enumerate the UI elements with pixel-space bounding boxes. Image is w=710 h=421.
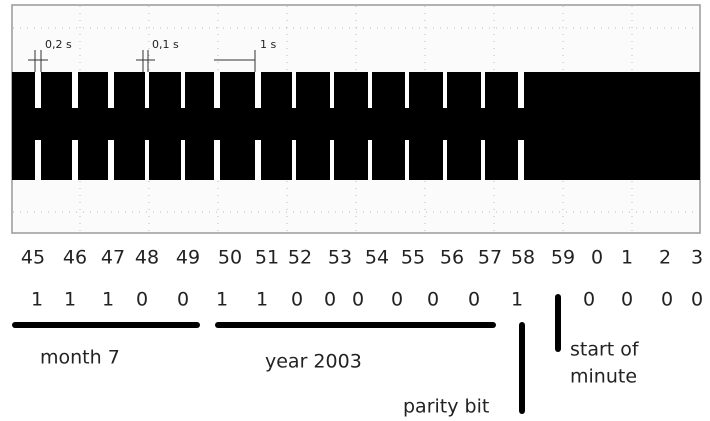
second-label: 57	[478, 247, 502, 269]
bit-label: 0	[291, 289, 303, 311]
gap	[108, 140, 114, 180]
gap	[405, 72, 409, 108]
gap	[405, 140, 409, 180]
gap	[518, 140, 524, 180]
gap	[292, 72, 296, 108]
gap	[443, 72, 447, 108]
second-label: 59	[551, 247, 575, 269]
year-label: year 2003	[265, 351, 362, 373]
minute-bar	[555, 294, 561, 352]
bit-label: 0	[427, 289, 439, 311]
bit-label: 1	[256, 289, 268, 311]
gap	[255, 72, 261, 108]
second-label: 45	[21, 247, 45, 269]
second-label: 58	[511, 247, 535, 269]
signal-band	[12, 72, 700, 180]
parity-label: parity bit	[403, 396, 489, 418]
second-label: 54	[365, 247, 389, 269]
diagram: 0,2 s 0,1 s 1 s 45 46 47 48 49 50 51 52 53 54 55 56…	[0, 0, 710, 421]
second-label: 50	[218, 247, 242, 269]
bit-label: 1	[64, 289, 76, 311]
gap	[214, 140, 220, 180]
second-label: 2	[659, 247, 671, 269]
bit-label: 0	[136, 289, 148, 311]
bit-label: 0	[352, 289, 364, 311]
second-label: 0	[591, 247, 603, 269]
bit-label: 0	[391, 289, 403, 311]
bit-label: 0	[583, 289, 595, 311]
gap	[145, 140, 149, 180]
oscilloscope: 0,2 s 0,1 s 1 s	[12, 5, 700, 233]
bit-label: 1	[31, 289, 43, 311]
second-label: 47	[101, 247, 125, 269]
gap	[255, 140, 261, 180]
second-label: 56	[440, 247, 464, 269]
bit-label: 1	[511, 289, 523, 311]
bit-label: 0	[621, 289, 633, 311]
month-label: month 7	[40, 347, 120, 369]
second-label: 52	[288, 247, 312, 269]
second-label: 1	[621, 247, 633, 269]
bit-label: 0	[324, 289, 336, 311]
gap	[181, 72, 185, 108]
year-bar	[215, 322, 496, 328]
second-label: 49	[176, 247, 200, 269]
gap	[330, 140, 334, 180]
gap	[481, 72, 485, 108]
annotation: 0,2 s	[45, 38, 72, 51]
minute-label: start of	[570, 339, 640, 361]
annotation: 1 s	[260, 38, 276, 51]
gap	[181, 140, 185, 180]
bit-label: 1	[102, 289, 114, 311]
second-label: 3	[691, 247, 703, 269]
bit-label: 0	[468, 289, 480, 311]
gap	[292, 140, 296, 180]
second-label: 48	[135, 247, 159, 269]
second-label: 46	[63, 247, 87, 269]
second-label: 53	[328, 247, 352, 269]
gap	[443, 140, 447, 180]
annotation: 0,1 s	[152, 38, 179, 51]
gap	[145, 72, 149, 108]
month-bar	[12, 322, 200, 328]
gap	[368, 140, 372, 180]
gap	[35, 72, 41, 108]
parity-bar	[519, 322, 525, 414]
gap	[481, 140, 485, 180]
gap	[72, 140, 78, 180]
gap	[368, 72, 372, 108]
gap	[214, 72, 220, 108]
minute-label: minute	[570, 366, 637, 388]
gap	[72, 72, 78, 108]
gap	[518, 72, 524, 108]
bit-label: 0	[661, 289, 673, 311]
bit-label: 1	[216, 289, 228, 311]
bit-label: 0	[177, 289, 189, 311]
gap	[35, 140, 41, 180]
gap	[330, 72, 334, 108]
second-label: 55	[401, 247, 425, 269]
second-label: 51	[255, 247, 279, 269]
gap	[108, 72, 114, 108]
bit-label: 0	[691, 289, 703, 311]
